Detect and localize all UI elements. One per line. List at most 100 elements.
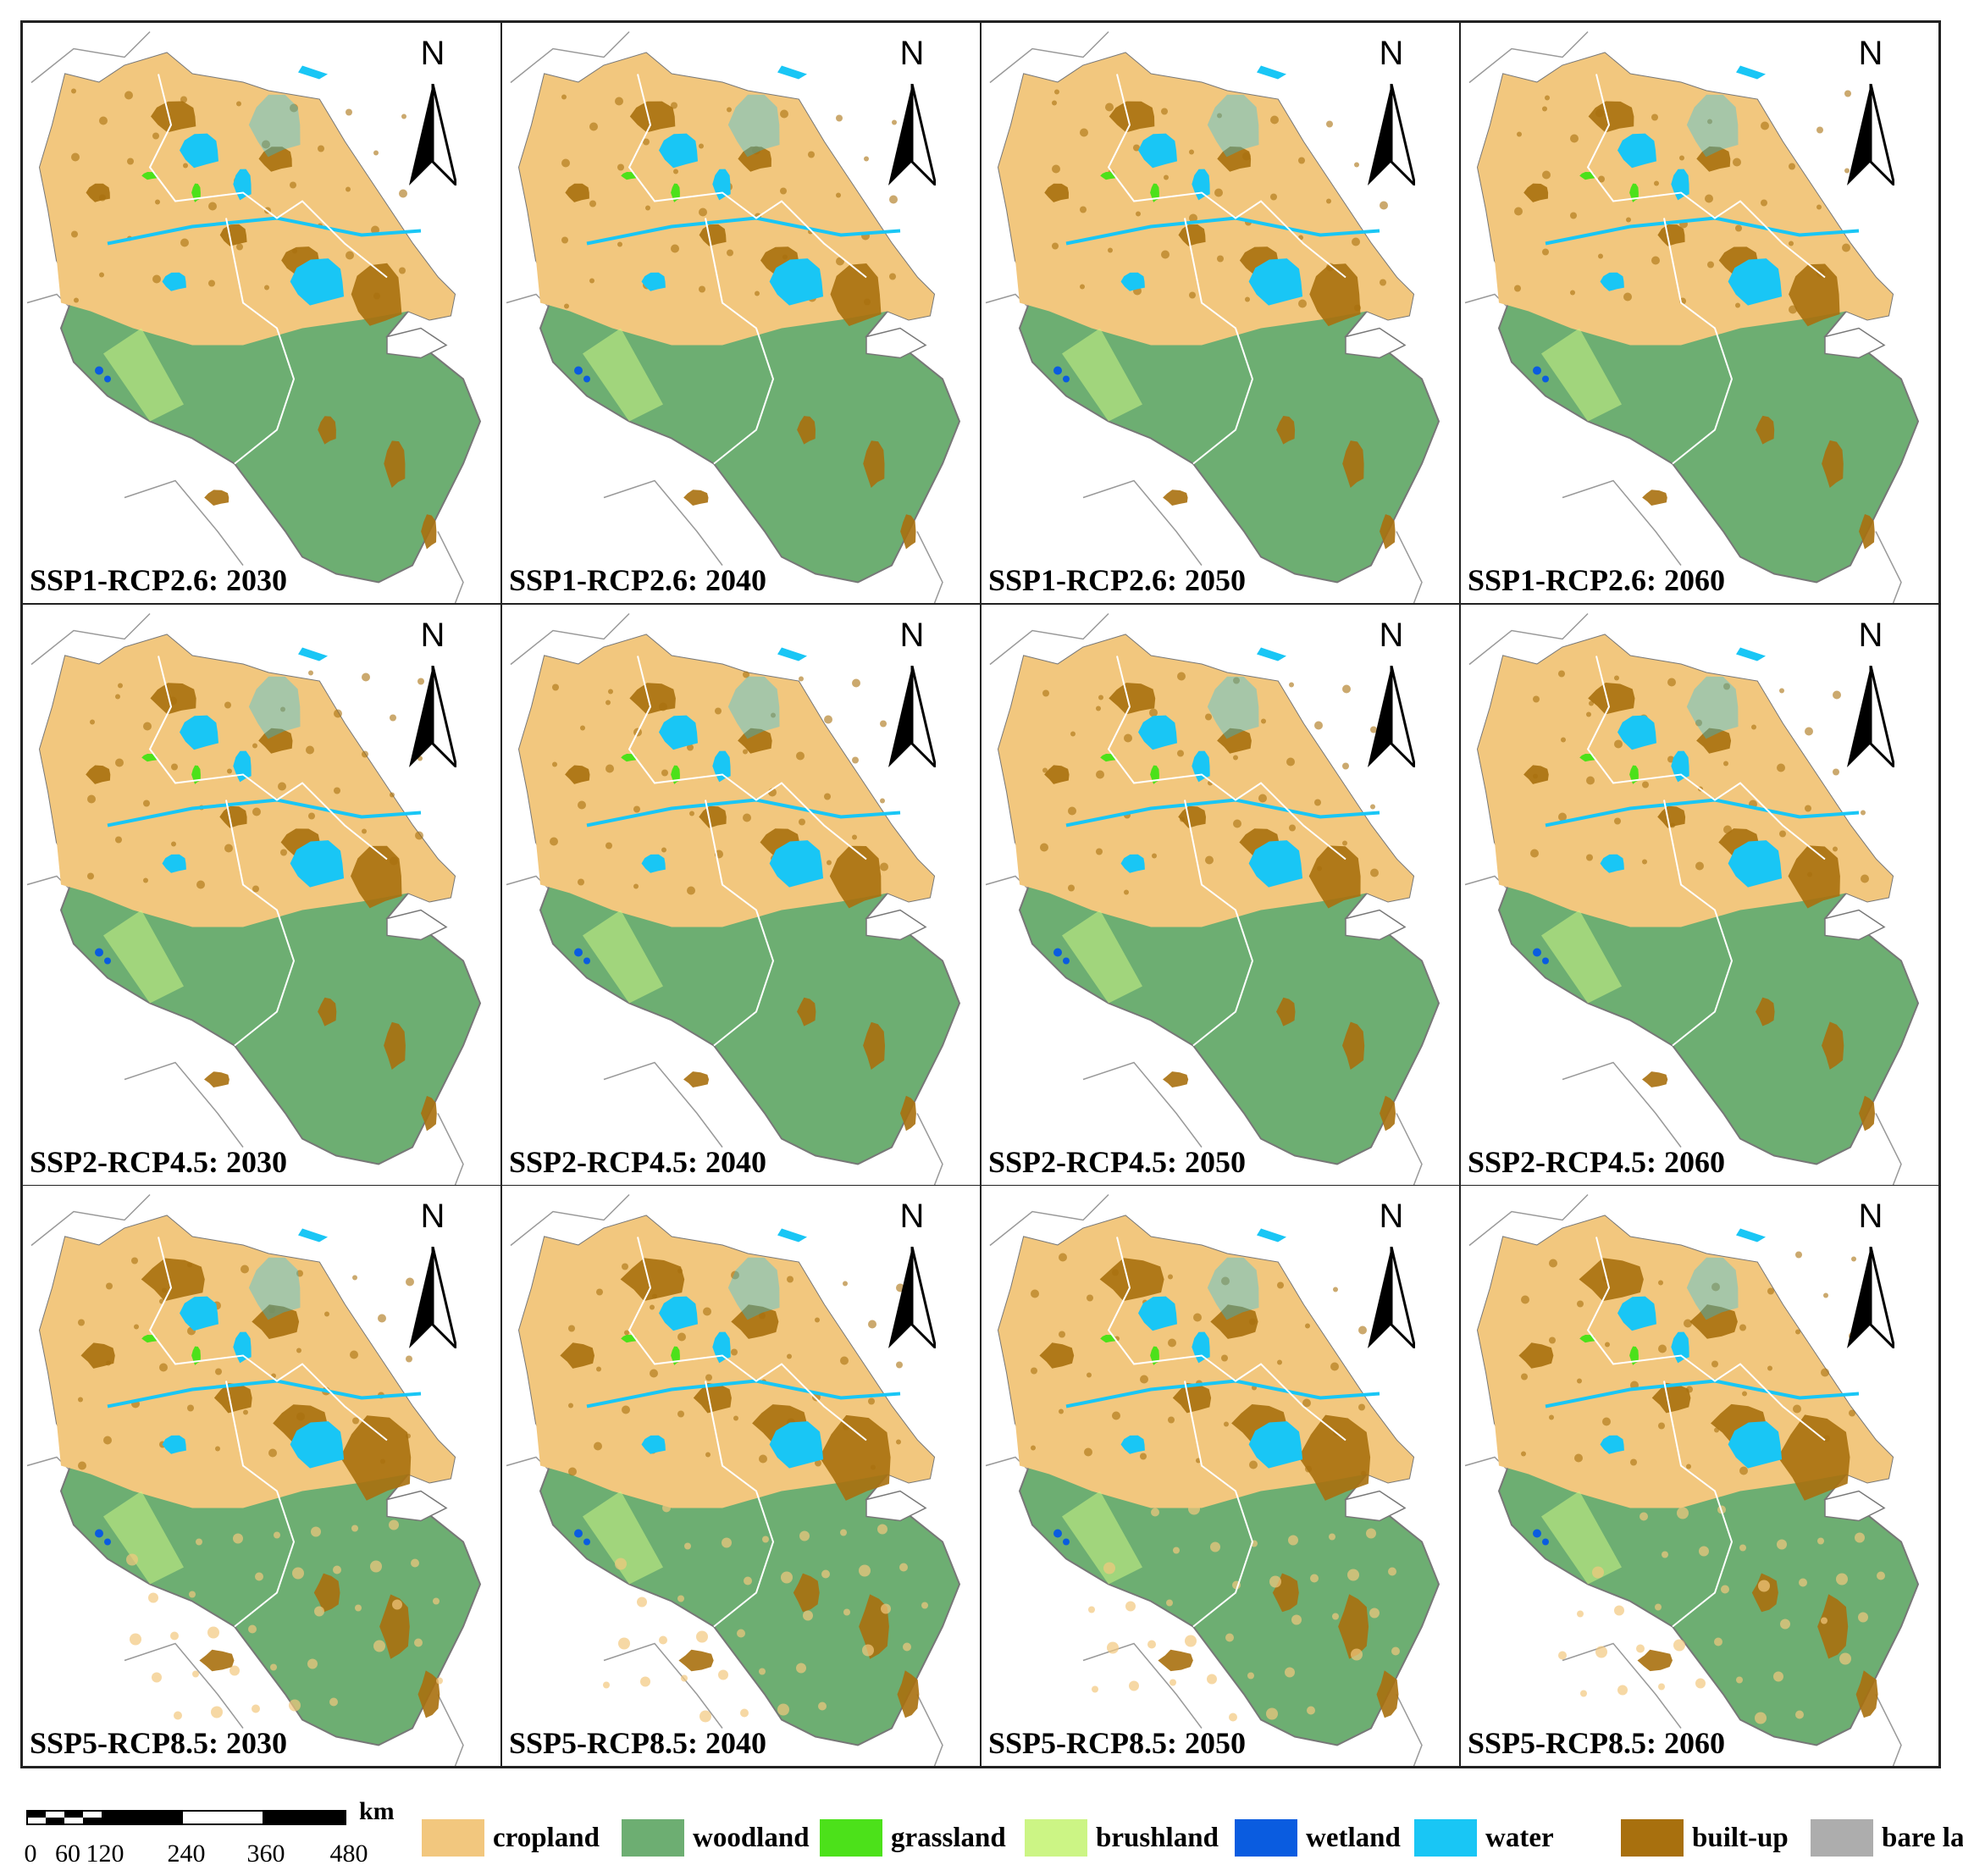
cropland-speck xyxy=(307,1658,318,1669)
panel-label: SSP1-RCP2.6: 2040 xyxy=(509,563,766,597)
cropland-speck xyxy=(1577,1610,1584,1618)
grassland-patch xyxy=(1579,1335,1595,1343)
hangzhou-bay xyxy=(1824,1490,1886,1522)
built-up-speck xyxy=(334,709,342,718)
cropland-speck xyxy=(1307,1706,1315,1715)
brushland-band xyxy=(103,1491,184,1585)
cropland-speck xyxy=(314,1606,324,1617)
cropland-speck xyxy=(618,1637,630,1650)
built-up-area xyxy=(731,1304,779,1339)
water-wetland-area xyxy=(727,1257,780,1320)
cropland-speck xyxy=(130,1633,141,1646)
water-lake xyxy=(712,750,731,783)
water-lake xyxy=(1728,840,1783,888)
built-up-speck xyxy=(124,91,133,100)
cropland-speck xyxy=(1821,1617,1828,1624)
water-lake xyxy=(641,854,666,873)
built-up-speck xyxy=(415,831,423,840)
hangzhou-bay xyxy=(1824,909,1886,941)
built-up-speck xyxy=(1124,733,1132,743)
map-grid: N SSP1-RCP2.6: 2030 N SSP1-RCP2.6: 2040 N SSP… xyxy=(20,20,1941,1768)
cropland-speck xyxy=(1877,1571,1885,1580)
built-up-area xyxy=(1788,845,1840,909)
hangzhou-bay xyxy=(865,909,927,941)
cropland-speck xyxy=(1288,1535,1298,1546)
wetland-patch xyxy=(1542,375,1549,383)
water-lake xyxy=(1192,169,1210,201)
built-up-speck xyxy=(1589,700,1594,706)
built-up-speck xyxy=(115,694,120,700)
north-letter: N xyxy=(1379,617,1404,654)
neighbor-boundary xyxy=(510,1193,630,1247)
built-up-speck xyxy=(208,202,217,211)
water-lake xyxy=(233,169,252,201)
built-up-speck xyxy=(1205,855,1214,865)
built-up-area xyxy=(863,1021,885,1070)
cropland-speck xyxy=(1614,1605,1624,1616)
cropland-speck xyxy=(174,1711,182,1720)
cropland-speck xyxy=(1673,1639,1685,1652)
cropland-speck xyxy=(818,1702,827,1711)
built-up-speck xyxy=(1833,690,1841,700)
land-use-map xyxy=(506,30,961,603)
province-boundary xyxy=(628,74,867,279)
built-up-speck xyxy=(1370,726,1377,733)
built-up-speck xyxy=(118,683,123,689)
built-up-speck xyxy=(1851,1256,1856,1262)
cropland-speck xyxy=(759,1668,766,1675)
north-arrow: N xyxy=(1358,1198,1425,1350)
built-up-area xyxy=(421,514,437,550)
built-up-speck xyxy=(1087,1294,1093,1302)
built-up-speck xyxy=(78,1319,85,1326)
wetland-patch xyxy=(95,1529,103,1538)
built-up-speck xyxy=(115,836,122,844)
water-coast xyxy=(777,647,807,661)
cropland-speck xyxy=(1736,1676,1743,1684)
cropland-speck xyxy=(370,1560,382,1573)
built-up-speck xyxy=(622,1405,630,1414)
water-coast xyxy=(298,65,328,80)
built-up-speck xyxy=(796,751,805,761)
cropland-speck xyxy=(662,1503,671,1513)
built-up-speck xyxy=(162,1287,167,1293)
built-up-speck xyxy=(731,1348,738,1356)
grassland-patch xyxy=(621,754,637,762)
built-up-speck xyxy=(1180,816,1185,822)
wetland-patch xyxy=(95,948,103,957)
built-up-area xyxy=(900,514,916,550)
built-up-area xyxy=(258,728,293,754)
built-up-speck xyxy=(1249,1460,1258,1469)
north-letter: N xyxy=(1858,35,1883,72)
built-up-area xyxy=(738,147,771,172)
water-lake xyxy=(1248,258,1303,306)
built-up-area xyxy=(313,1573,340,1613)
built-up-speck xyxy=(78,1397,83,1403)
north-arrow-icon xyxy=(1368,1247,1415,1348)
cropland-speck xyxy=(414,1638,423,1647)
built-up-area xyxy=(1579,1258,1644,1302)
built-up-speck xyxy=(243,1409,248,1415)
built-up-speck xyxy=(677,1410,684,1418)
cropland-speck xyxy=(1188,1502,1200,1515)
water-lake xyxy=(1617,715,1656,750)
built-up-speck xyxy=(1380,279,1386,286)
neighbor-boundary xyxy=(1468,612,1589,666)
north-arrow-icon xyxy=(1368,666,1415,767)
built-up-area xyxy=(1163,1071,1189,1087)
built-up-speck xyxy=(1133,144,1140,152)
built-up-speck xyxy=(1658,1422,1665,1430)
built-up-speck xyxy=(1098,695,1103,700)
cropland-speck xyxy=(1388,1567,1396,1576)
water-lake xyxy=(1248,1421,1303,1469)
built-up-area xyxy=(219,805,247,828)
cropland-speck xyxy=(1617,1685,1628,1696)
map-panel: N SSP5-RCP8.5: 2050 xyxy=(981,1185,1460,1767)
built-up-speck xyxy=(324,1311,329,1317)
water-lake xyxy=(1138,133,1177,169)
region-cropland xyxy=(40,1215,455,1508)
north-arrow-icon xyxy=(1847,84,1894,185)
built-up-speck xyxy=(1823,1435,1830,1442)
water-wetland-area xyxy=(1686,94,1739,158)
built-up-speck xyxy=(1667,678,1676,687)
built-up-speck xyxy=(1105,102,1114,112)
